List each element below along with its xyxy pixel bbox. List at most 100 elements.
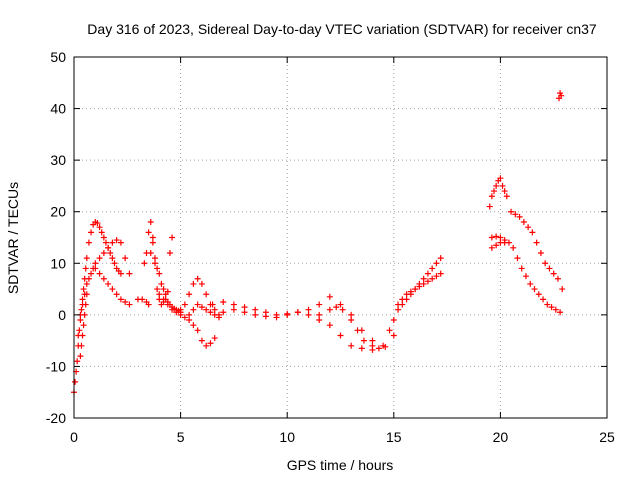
data-point bbox=[501, 188, 508, 195]
series-trace-k bbox=[220, 306, 397, 353]
data-point bbox=[433, 260, 440, 267]
data-point bbox=[488, 234, 495, 241]
data-point bbox=[145, 229, 152, 236]
data-point bbox=[117, 239, 124, 246]
x-tick-label: 10 bbox=[279, 429, 295, 445]
data-point bbox=[558, 92, 565, 99]
data-point bbox=[126, 301, 133, 308]
data-point bbox=[497, 234, 504, 241]
data-point bbox=[395, 301, 402, 308]
data-point bbox=[333, 304, 340, 311]
data-point bbox=[412, 286, 419, 293]
data-point bbox=[554, 275, 561, 282]
data-point bbox=[156, 291, 163, 298]
y-tick-label: 0 bbox=[58, 307, 66, 323]
series-trace-a bbox=[71, 219, 124, 396]
data-point bbox=[82, 265, 89, 272]
data-point bbox=[548, 304, 555, 311]
data-point bbox=[152, 255, 159, 262]
data-point bbox=[186, 317, 193, 324]
data-point bbox=[403, 291, 410, 298]
data-point bbox=[510, 244, 517, 251]
y-tick-labels: -20 -10 0 10 20 30 40 50 bbox=[46, 49, 66, 426]
data-point bbox=[527, 280, 534, 287]
data-point bbox=[220, 298, 227, 305]
data-point bbox=[550, 270, 557, 277]
data-point bbox=[520, 219, 527, 226]
data-point bbox=[348, 317, 355, 324]
data-point bbox=[78, 342, 85, 349]
y-tick-label: 20 bbox=[50, 204, 66, 220]
data-point bbox=[211, 335, 218, 342]
data-point bbox=[375, 345, 382, 352]
data-point bbox=[348, 342, 355, 349]
data-point bbox=[220, 309, 227, 316]
data-point bbox=[348, 311, 355, 318]
data-point bbox=[117, 270, 124, 277]
data-point bbox=[211, 306, 218, 313]
data-point bbox=[160, 286, 167, 293]
data-point bbox=[177, 306, 184, 313]
series-trace-s bbox=[556, 90, 565, 102]
data-point bbox=[79, 332, 86, 339]
data-point bbox=[181, 301, 188, 308]
data-point bbox=[111, 260, 118, 267]
data-point bbox=[337, 301, 344, 308]
data-point bbox=[107, 249, 114, 256]
data-point bbox=[76, 327, 83, 334]
y-tick-label: -10 bbox=[46, 358, 66, 374]
y-tick-label: 30 bbox=[50, 152, 66, 168]
data-point bbox=[88, 229, 95, 236]
data-point bbox=[497, 175, 504, 182]
data-point bbox=[203, 342, 210, 349]
data-point bbox=[416, 283, 423, 290]
data-point bbox=[109, 255, 116, 262]
data-point bbox=[252, 311, 259, 318]
data-point bbox=[92, 265, 99, 272]
data-point bbox=[92, 260, 99, 267]
data-point bbox=[433, 273, 440, 280]
series-trace-l bbox=[316, 304, 389, 352]
data-point bbox=[154, 286, 161, 293]
x-tick-label: 5 bbox=[177, 429, 185, 445]
data-point bbox=[512, 211, 519, 218]
data-point bbox=[122, 255, 129, 262]
data-point bbox=[493, 242, 500, 249]
data-point bbox=[552, 306, 559, 313]
data-point bbox=[557, 309, 564, 316]
data-point bbox=[316, 311, 323, 318]
data-point bbox=[77, 353, 84, 360]
series-trace-q bbox=[508, 208, 566, 293]
data-point bbox=[145, 301, 152, 308]
data-point bbox=[241, 304, 248, 311]
data-point bbox=[207, 309, 214, 316]
series-trace-f bbox=[141, 219, 176, 298]
data-point bbox=[143, 249, 150, 256]
data-point bbox=[173, 309, 180, 316]
data-point bbox=[294, 309, 301, 316]
data-point bbox=[149, 239, 156, 246]
data-point bbox=[198, 280, 205, 287]
data-point bbox=[337, 332, 344, 339]
data-point bbox=[109, 286, 116, 293]
data-point bbox=[100, 275, 107, 282]
data-point bbox=[78, 306, 85, 313]
data-point bbox=[493, 182, 500, 189]
data-point bbox=[486, 203, 493, 210]
data-point bbox=[326, 293, 333, 300]
data-point bbox=[518, 265, 525, 272]
data-point bbox=[152, 260, 159, 267]
data-point bbox=[139, 296, 146, 303]
data-point bbox=[354, 327, 361, 334]
data-point bbox=[156, 270, 163, 277]
plot-frame bbox=[73, 56, 608, 419]
grid bbox=[74, 57, 607, 418]
data-point bbox=[169, 306, 176, 313]
x-tick-label: 20 bbox=[493, 429, 509, 445]
data-point bbox=[80, 286, 87, 293]
data-point bbox=[488, 193, 495, 200]
series-trace-o bbox=[486, 175, 510, 210]
data-point bbox=[493, 233, 500, 240]
data-point bbox=[508, 208, 515, 215]
